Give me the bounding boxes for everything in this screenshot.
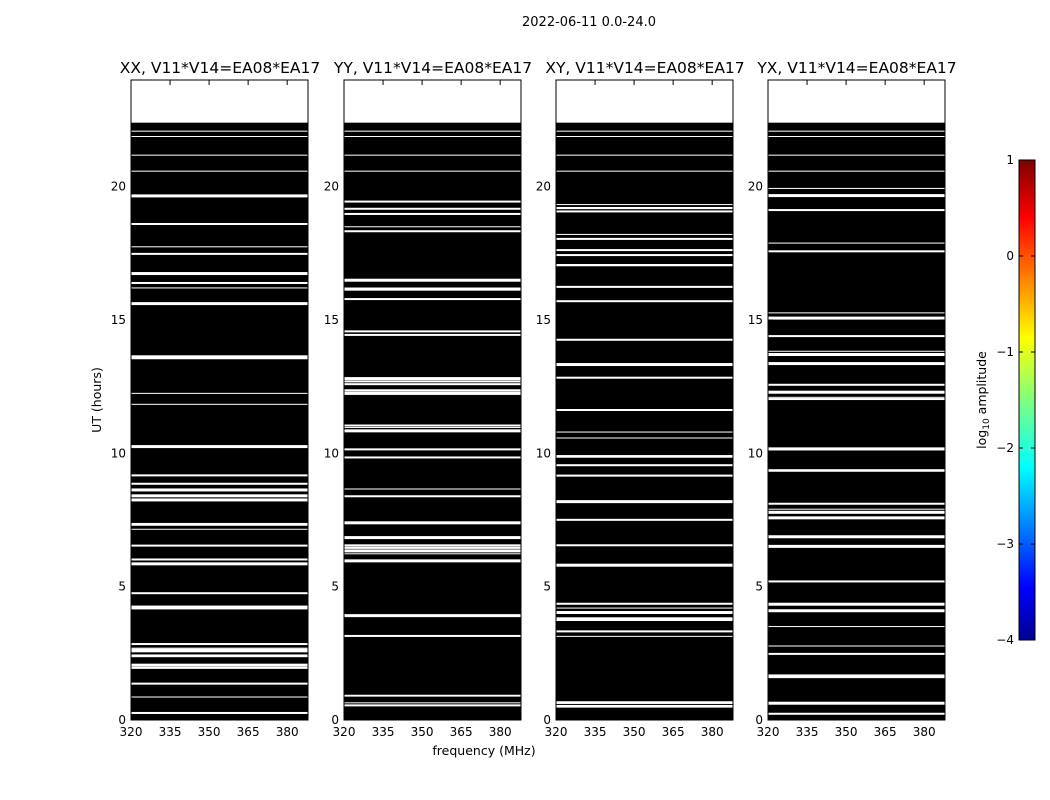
flag-line: [131, 666, 308, 669]
flag-line: [131, 605, 308, 608]
flag-line: [131, 643, 308, 646]
panel-yy: YY, V11*V14=EA08*EA17: [333, 59, 532, 721]
flag-line: [131, 711, 308, 714]
flag-line: [131, 287, 308, 289]
flag-line: [131, 663, 308, 667]
panel-xx: XX, V11*V14=EA08*EA17: [120, 59, 320, 721]
flag-line: [131, 498, 308, 502]
flag-line: [131, 494, 308, 498]
flag-line: [131, 654, 308, 657]
figure-title: 2022-06-11 0.0-24.0: [522, 15, 656, 30]
flag-line: [131, 488, 308, 492]
flag-line: [131, 696, 308, 698]
flag-line: [131, 558, 308, 561]
flag-line: [131, 647, 308, 649]
flag-line: [131, 392, 308, 394]
flag-line: [131, 281, 308, 284]
flag-line: [131, 302, 308, 306]
flag-line: [131, 445, 308, 449]
flag-line: [131, 252, 308, 255]
panel-title-yy: YY, V11*V14=EA08*EA17: [333, 59, 532, 77]
flag-line: [131, 194, 308, 198]
flag-line: [131, 528, 308, 530]
flag-line: [131, 246, 308, 248]
flag-line: [131, 562, 308, 566]
heatmap-xx: [131, 80, 308, 720]
flag-line: [131, 656, 308, 658]
flag-line: [131, 154, 308, 156]
heatmap-yy: [344, 80, 521, 720]
no-data-region: [344, 80, 521, 123]
flagged-band: [131, 689, 308, 695]
flag-line: [131, 682, 308, 685]
flag-line: [131, 482, 308, 485]
flag-line: [131, 544, 308, 547]
flagged-background: [344, 80, 521, 720]
flag-line: [131, 592, 308, 595]
flag-line: [131, 136, 308, 137]
flag-line: [131, 222, 308, 225]
flag-line: [131, 648, 308, 652]
flag-line: [131, 170, 308, 172]
flag-line: [131, 651, 308, 653]
flag-line: [131, 272, 308, 276]
flag-line: [131, 403, 308, 405]
flag-line: [131, 356, 308, 360]
flag-line: [131, 474, 308, 477]
no-data-region: [131, 80, 308, 123]
flag-line: [131, 607, 308, 610]
panel-frame-xx: [130, 79, 309, 721]
panel-title-xx: XX, V11*V14=EA08*EA17: [120, 59, 320, 77]
flag-line: [131, 130, 308, 132]
flagged-background: [131, 80, 308, 720]
flag-line: [131, 522, 308, 525]
